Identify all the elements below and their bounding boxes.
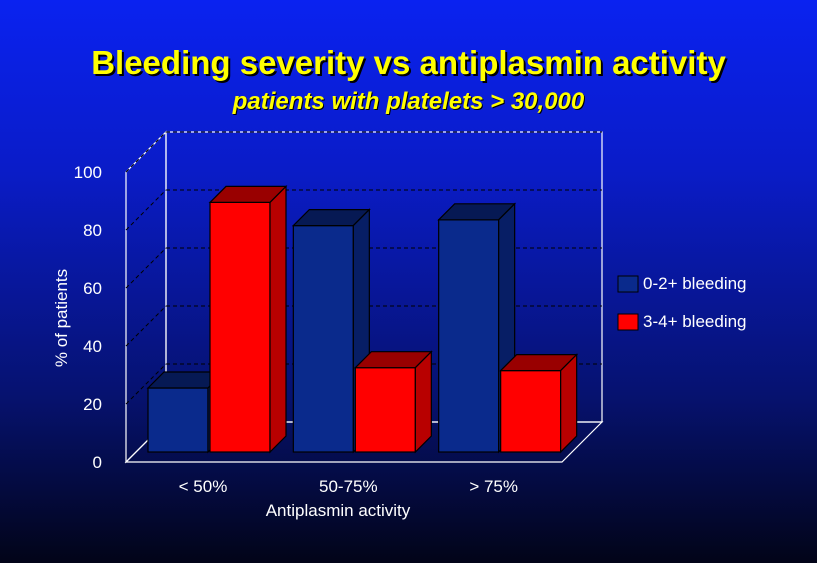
y-tick-label: 100: [74, 163, 102, 182]
bar-front: [147, 387, 209, 453]
bar-front: [209, 201, 271, 453]
x-tick-label: 50-75%: [319, 477, 378, 496]
y-tick-label: 80: [83, 221, 102, 240]
chart-title: Bleeding severity vs antiplasmin activit…: [91, 44, 726, 81]
bar-side: [560, 353, 578, 454]
bar: [437, 202, 517, 454]
chart-legend: 0-2+ bleeding 3-4+ bleeding: [617, 274, 747, 331]
gridline: [125, 305, 167, 347]
x-axis-label: Antiplasmin activity: [266, 501, 411, 520]
bar-front: [354, 367, 416, 453]
chart-bars: [146, 184, 579, 454]
bar-front: [500, 370, 562, 453]
gridline: [125, 363, 167, 405]
bar: [499, 353, 579, 454]
x-tick-label: < 50%: [179, 477, 228, 496]
gridline: [125, 131, 167, 173]
y-tick-label: 0: [93, 453, 102, 472]
bar-side: [414, 350, 432, 454]
bar: [208, 184, 288, 454]
x-tick-label: > 75%: [469, 477, 518, 496]
chart-subtitle: patients with platelets > 30,000: [232, 88, 585, 115]
gridline: [125, 189, 167, 231]
y-tick-labels: 0 20 40 60 80 100: [74, 163, 102, 472]
y-axis-label: % of patients: [52, 269, 71, 367]
bar-front: [438, 219, 500, 453]
gridline: [125, 247, 167, 289]
legend-swatch: [617, 313, 639, 331]
legend-label: 3-4+ bleeding: [643, 312, 747, 331]
x-tick-labels: < 50% 50-75% > 75%: [179, 477, 518, 496]
y-tick-label: 20: [83, 395, 102, 414]
y-tick-label: 40: [83, 337, 102, 356]
legend-swatch: [617, 275, 639, 293]
bar-side: [269, 184, 287, 454]
bar-front: [292, 225, 354, 453]
y-tick-label: 60: [83, 279, 102, 298]
legend-label: 0-2+ bleeding: [643, 274, 747, 293]
bar: [353, 350, 433, 454]
